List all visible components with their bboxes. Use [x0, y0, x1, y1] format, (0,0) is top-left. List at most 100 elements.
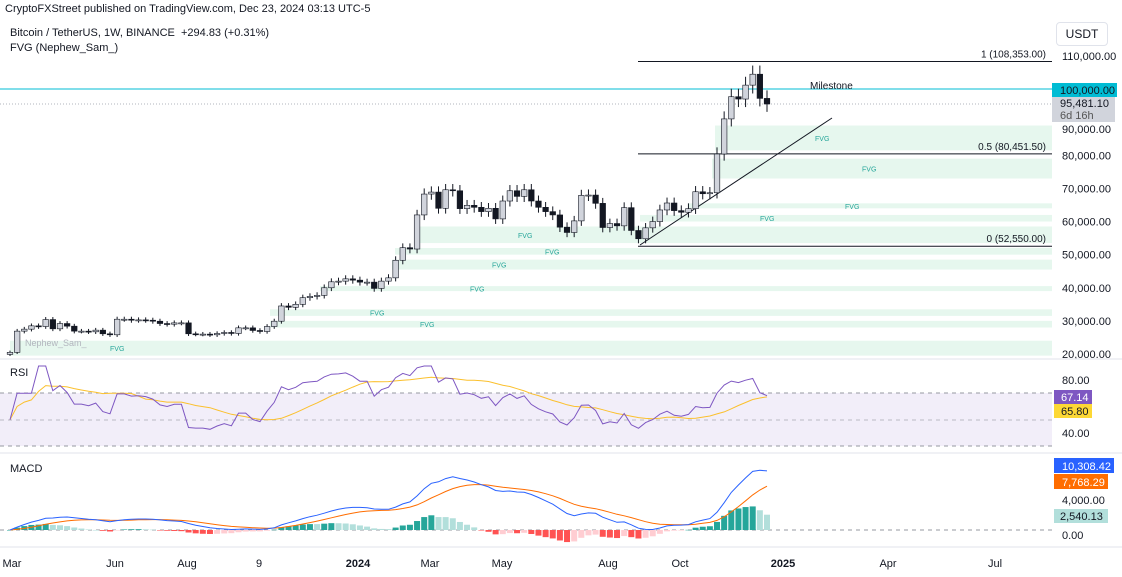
candle[interactable] — [313, 295, 321, 297]
candle[interactable] — [278, 305, 285, 322]
candle[interactable] — [71, 325, 78, 332]
candle[interactable] — [199, 333, 206, 336]
candle[interactable] — [99, 329, 106, 335]
candle[interactable] — [463, 205, 471, 209]
candle[interactable] — [549, 211, 556, 216]
candle[interactable] — [699, 191, 706, 195]
candle[interactable] — [35, 325, 42, 328]
candle[interactable] — [185, 322, 192, 335]
indicator-title[interactable]: FVG (Nephew_Sam_) — [10, 42, 119, 54]
candle[interactable] — [92, 329, 99, 333]
candle[interactable] — [206, 333, 214, 336]
candle[interactable] — [649, 221, 656, 229]
candle[interactable] — [413, 214, 421, 250]
candle[interactable] — [28, 325, 35, 330]
candle[interactable] — [578, 195, 585, 222]
candle[interactable] — [342, 278, 349, 282]
candle[interactable] — [478, 207, 485, 212]
candle[interactable] — [756, 73, 763, 99]
candle[interactable] — [735, 96, 742, 100]
candle[interactable] — [449, 189, 456, 192]
rsi-title[interactable]: RSI — [10, 367, 28, 379]
candle[interactable] — [728, 96, 735, 120]
candle[interactable] — [164, 323, 171, 325]
candle[interactable] — [256, 330, 264, 332]
candle[interactable] — [556, 214, 563, 228]
candle[interactable] — [328, 281, 335, 289]
candle[interactable] — [506, 190, 514, 202]
candle[interactable] — [214, 333, 221, 336]
currency-button[interactable]: USDT — [1056, 22, 1108, 46]
candle[interactable] — [371, 281, 378, 289]
candle[interactable] — [21, 328, 28, 332]
candle[interactable] — [135, 319, 142, 322]
candle[interactable] — [642, 227, 649, 240]
candle[interactable] — [621, 207, 628, 227]
candle[interactable] — [428, 191, 435, 195]
candle[interactable] — [706, 192, 713, 195]
candle[interactable] — [571, 220, 578, 233]
candle[interactable] — [64, 323, 71, 327]
candle[interactable] — [606, 223, 613, 228]
candle[interactable] — [392, 259, 399, 279]
candle[interactable] — [235, 327, 242, 334]
candle[interactable] — [485, 208, 492, 212]
candle[interactable] — [521, 189, 528, 197]
candle[interactable] — [306, 296, 314, 299]
candle[interactable] — [299, 297, 306, 305]
candle[interactable] — [178, 322, 185, 325]
candle[interactable] — [271, 320, 278, 327]
candle[interactable] — [671, 202, 678, 211]
candle[interactable] — [242, 327, 249, 330]
candle[interactable] — [421, 193, 428, 216]
candle[interactable] — [49, 319, 56, 330]
candle[interactable] — [142, 319, 149, 322]
candle[interactable] — [349, 278, 356, 281]
candle[interactable] — [321, 287, 328, 296]
candle[interactable] — [114, 318, 121, 336]
candle[interactable] — [656, 209, 663, 222]
candle[interactable] — [221, 332, 228, 334]
candle[interactable] — [499, 200, 506, 220]
candle[interactable] — [692, 191, 699, 209]
candle[interactable] — [14, 330, 21, 353]
candle[interactable] — [535, 200, 542, 208]
candle[interactable] — [121, 318, 128, 321]
candle[interactable] — [78, 330, 85, 333]
candle[interactable] — [356, 279, 364, 283]
candle[interactable] — [442, 189, 449, 209]
candle[interactable] — [263, 326, 271, 332]
candle[interactable] — [599, 203, 606, 228]
candle[interactable] — [285, 305, 292, 308]
candle[interactable] — [149, 319, 156, 322]
candle[interactable] — [742, 84, 749, 100]
candle[interactable] — [378, 280, 385, 289]
candle[interactable] — [513, 190, 521, 197]
candle[interactable] — [456, 190, 464, 209]
candle[interactable] — [713, 153, 721, 194]
candle[interactable] — [678, 210, 685, 213]
candle[interactable] — [6, 352, 14, 355]
candle[interactable] — [635, 230, 642, 240]
candle[interactable] — [685, 208, 692, 213]
candle[interactable] — [363, 281, 371, 284]
candle[interactable] — [335, 280, 342, 283]
candle[interactable] — [228, 332, 235, 334]
candle[interactable] — [628, 207, 635, 231]
candle[interactable] — [385, 277, 392, 282]
candle[interactable] — [42, 319, 49, 327]
candle[interactable] — [85, 330, 92, 333]
candle[interactable] — [492, 208, 499, 220]
macd-title[interactable]: MACD — [10, 463, 42, 475]
candle[interactable] — [585, 194, 592, 197]
candle[interactable] — [721, 118, 728, 155]
candle[interactable] — [592, 194, 599, 204]
candle[interactable] — [406, 247, 414, 250]
candle[interactable] — [249, 327, 256, 331]
symbol-title[interactable]: Bitcoin / TetherUS, 1W, BINANCE — [10, 27, 175, 39]
candle[interactable] — [56, 323, 64, 330]
candle[interactable] — [749, 73, 756, 86]
trend-line[interactable] — [639, 117, 833, 246]
candle[interactable] — [106, 333, 114, 336]
